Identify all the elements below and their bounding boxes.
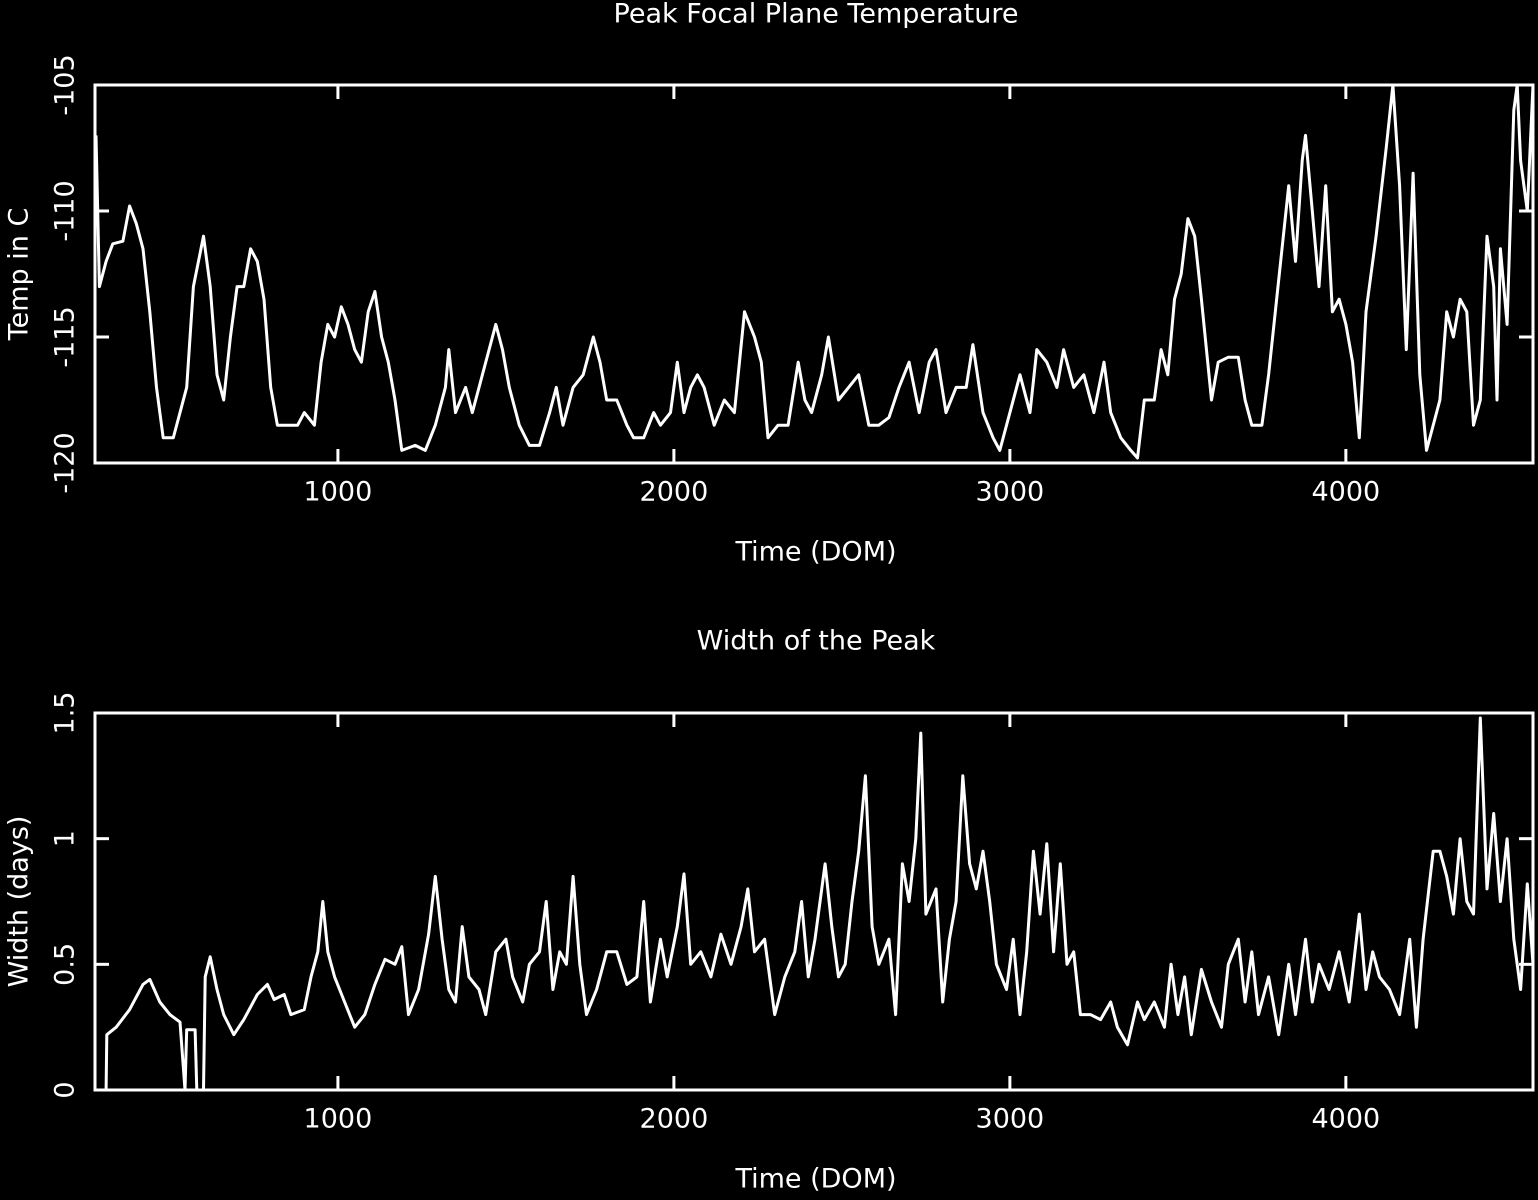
chart-title: Peak Focal Plane Temperature — [614, 0, 1019, 30]
y-axis-label: Temp in C — [4, 208, 35, 342]
series-line — [94, 83, 1535, 460]
x-tick-label: 3000 — [976, 1104, 1045, 1135]
plot-frame — [93, 711, 1535, 1092]
y-tick-label: 0 — [50, 1081, 81, 1098]
x-tick-label: 1000 — [304, 1104, 373, 1135]
y-tick-label: -105 — [50, 54, 81, 115]
y-tick-label: 0.5 — [50, 943, 81, 986]
x-tick-label: 4000 — [1311, 1104, 1380, 1135]
y-tick-label: -120 — [50, 432, 81, 493]
x-axis-label: Time (DOM) — [734, 1164, 896, 1195]
x-tick-label: 2000 — [640, 1104, 709, 1135]
chart-title: Width of the Peak — [697, 626, 936, 657]
x-tick-label: 1000 — [304, 477, 373, 508]
y-tick-label: 1.5 — [50, 692, 81, 735]
x-tick-label: 4000 — [1311, 477, 1380, 508]
series-line — [104, 716, 1535, 1092]
y-tick-label: -115 — [50, 306, 81, 367]
y-axis-label: Width (days) — [4, 816, 35, 988]
plot-frame — [93, 83, 1535, 465]
y-tick-label: 1 — [50, 830, 81, 847]
x-tick-label: 3000 — [976, 477, 1045, 508]
x-tick-label: 2000 — [640, 477, 709, 508]
x-axis-label: Time (DOM) — [734, 537, 896, 568]
y-tick-label: -110 — [50, 180, 81, 241]
